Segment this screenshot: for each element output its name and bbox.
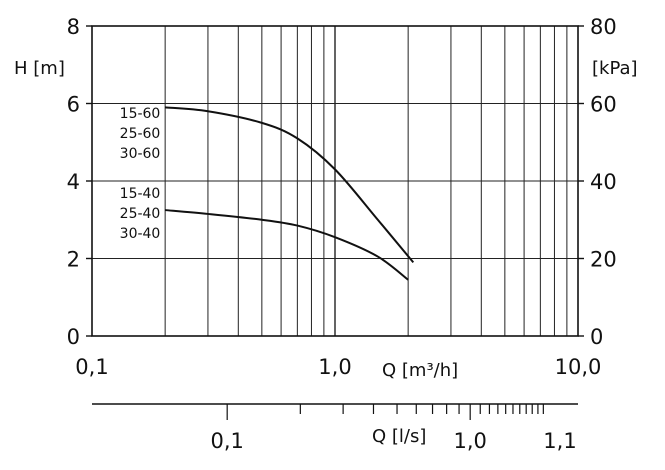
series-label: 30-60: [120, 146, 161, 162]
flow-ls-axis: 0,1 1,0 1,1 Q [l/s]: [92, 403, 578, 453]
series-label: 25-40: [120, 206, 161, 222]
series-line-2: [165, 209, 409, 281]
right-axis-label: [kPa]: [592, 58, 638, 79]
x-axis-label-ls: Q [l/s]: [372, 426, 426, 447]
right-tick-label: 0: [590, 325, 603, 349]
right-tick-label: 20: [590, 248, 617, 272]
series-label: 25-60: [120, 126, 161, 142]
left-tick-label: 2: [67, 248, 80, 272]
right-tick-label: 80: [590, 15, 617, 39]
left-tick-label: 6: [67, 93, 80, 117]
grid: [92, 26, 578, 336]
x-tick-label: 10,0: [555, 355, 602, 379]
left-axis-label: H [m]: [14, 58, 65, 79]
curves: [165, 106, 415, 281]
left-tick-label: 4: [67, 170, 80, 194]
left-tick-label: 8: [67, 15, 80, 39]
x-tick-label: 1,0: [318, 355, 351, 379]
ls-tick-label: 1,0: [453, 429, 486, 453]
x-tick-label: 0,1: [75, 355, 108, 379]
ls-tick-label: 1,1: [543, 429, 576, 453]
ls-tick-label: 0,1: [210, 429, 243, 453]
series-label: 15-40: [120, 186, 161, 202]
left-tick-label: 0: [67, 325, 80, 349]
plot-frame: [86, 25, 584, 337]
right-tick-label: 60: [590, 93, 617, 117]
right-tick-label: 40: [590, 170, 617, 194]
series-label: 15-60: [120, 106, 161, 122]
series-line-1: [165, 106, 415, 264]
x-axis-label-m3h: Q [m³/h]: [382, 360, 458, 381]
series-label: 30-40: [120, 226, 161, 242]
